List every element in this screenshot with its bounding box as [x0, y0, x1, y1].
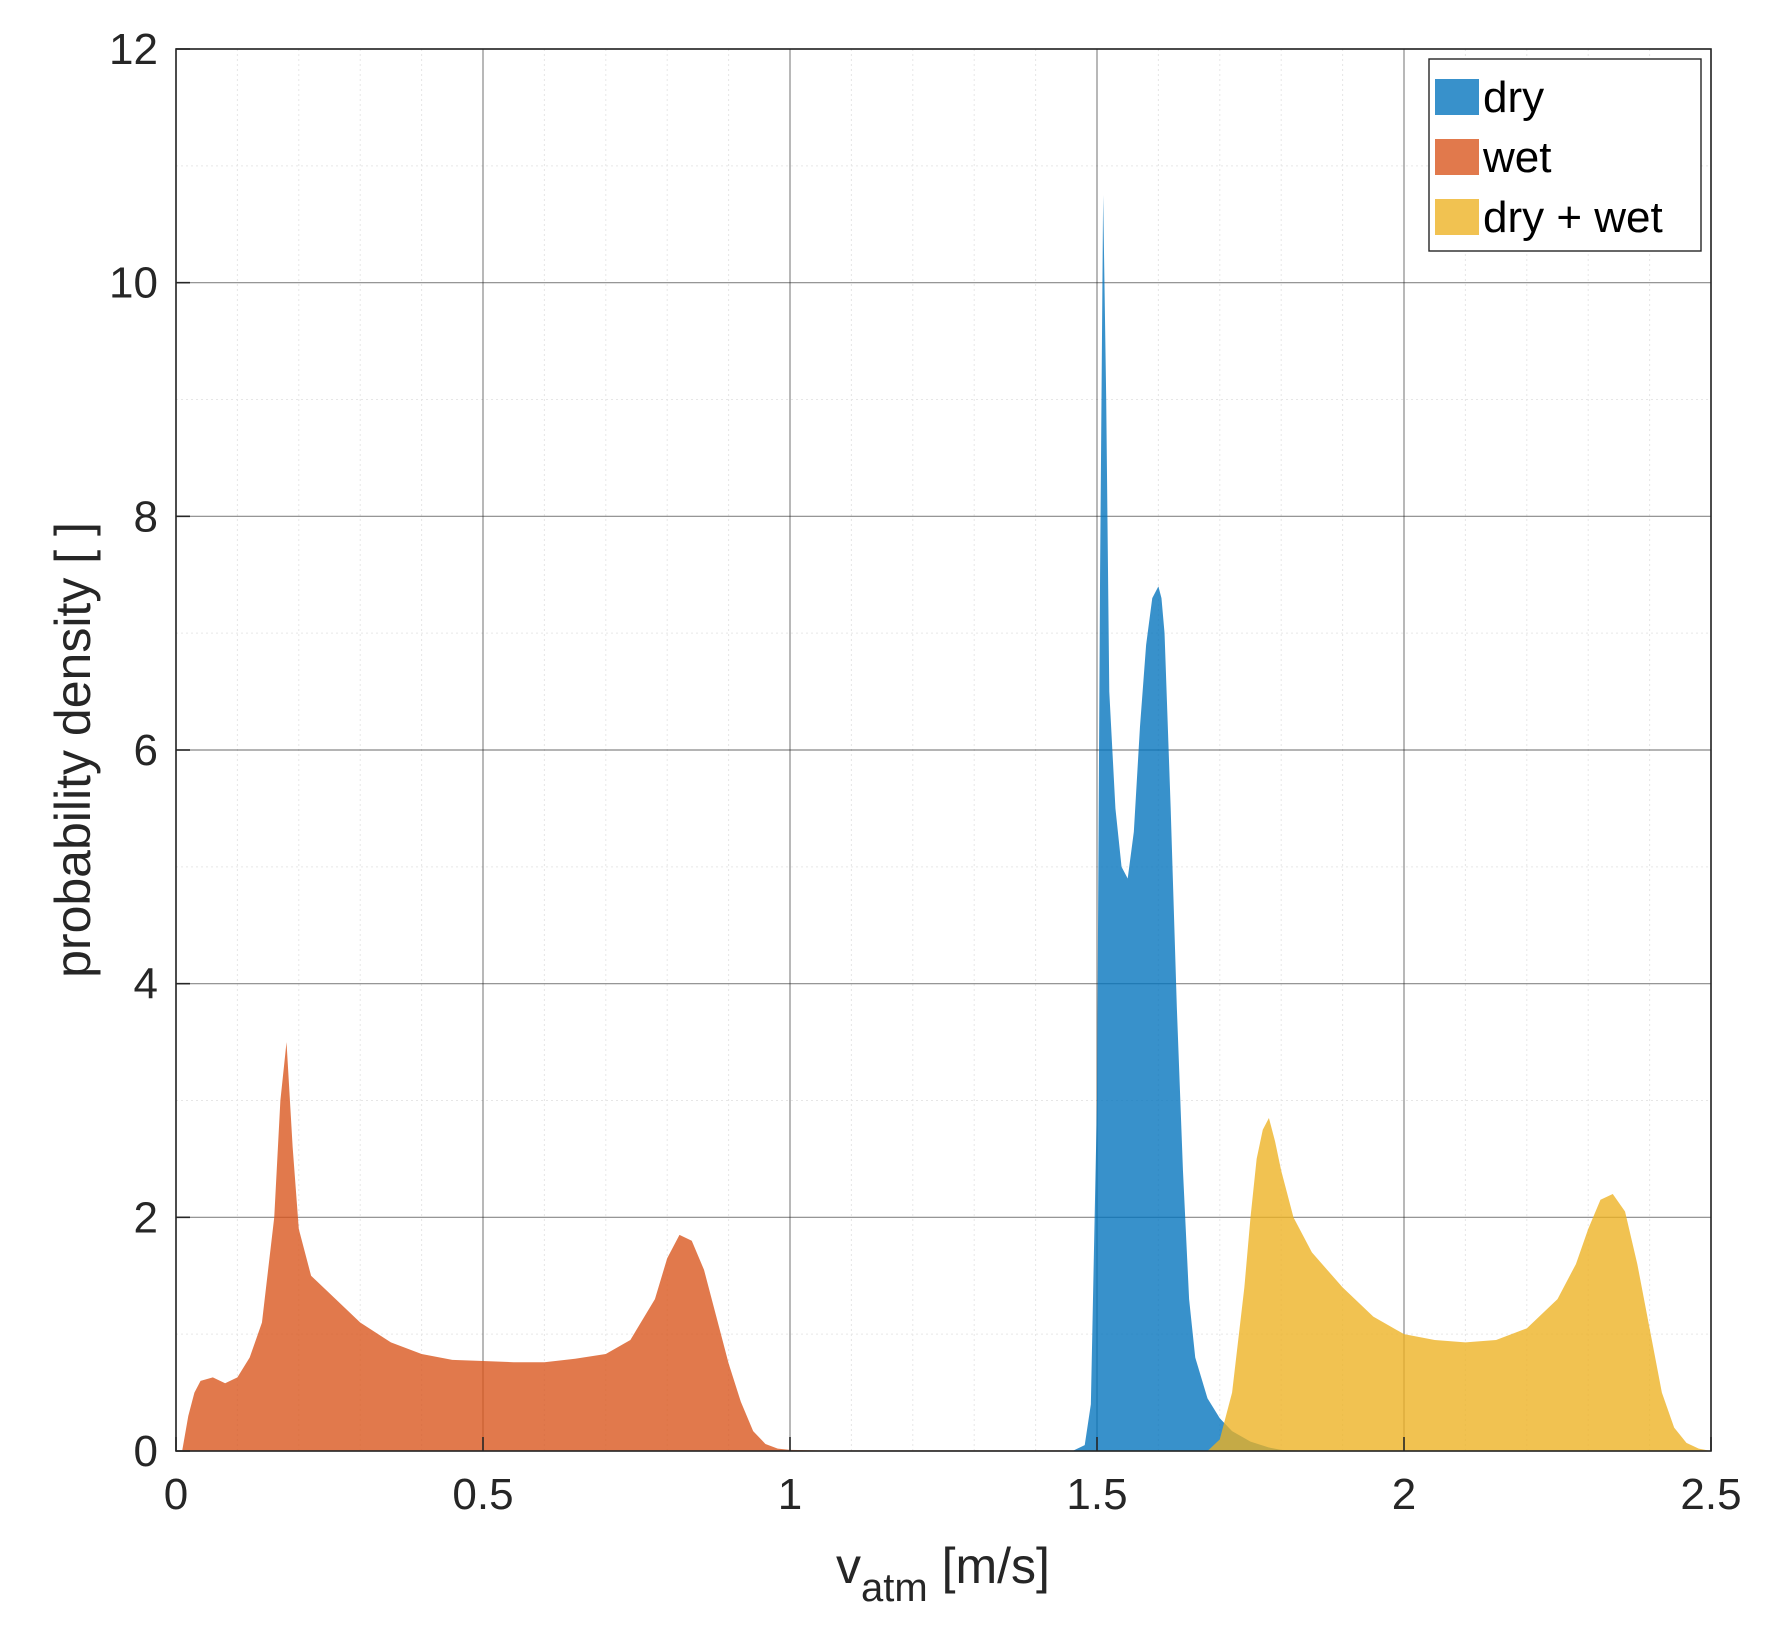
y-tick-label: 4: [134, 960, 158, 1009]
y-tick-label: 10: [109, 259, 158, 308]
x-tick-label: 0: [164, 1470, 188, 1519]
y-tick-label: 8: [134, 492, 158, 541]
series-area-dry-wet: [1207, 1118, 1711, 1451]
series-layer: [182, 195, 1711, 1452]
x-axis-title-subscript: atm: [861, 1566, 928, 1610]
y-tick-label: 12: [109, 25, 158, 74]
x-tick-label: 2.5: [1680, 1470, 1741, 1519]
legend-swatch: [1435, 139, 1479, 175]
series-area-wet: [182, 1042, 1097, 1451]
x-axis-title-suffix: [m/s]: [928, 1538, 1050, 1594]
legend-label: dry + wet: [1483, 193, 1663, 242]
y-tick-label: 6: [134, 726, 158, 775]
legend-label: dry: [1483, 73, 1544, 122]
x-axis: 0 0.5 1 1.5 2 2.5: [164, 1437, 1742, 1519]
series-area-dry: [1072, 195, 1312, 1452]
legend-label: wet: [1482, 133, 1551, 182]
y-tick-label: 0: [134, 1427, 158, 1476]
y-axis: 0 2 4 6 8 10 12: [109, 25, 190, 1476]
x-tick-label: 0.5: [452, 1470, 513, 1519]
legend-swatch: [1435, 199, 1479, 235]
legend[interactable]: dry wet dry + wet: [1428, 58, 1702, 252]
x-axis-title: vatm [m/s]: [836, 1538, 1050, 1610]
x-tick-label: 1.5: [1066, 1470, 1127, 1519]
x-tick-label: 1: [778, 1470, 802, 1519]
y-axis-title: probability density [ ]: [45, 522, 101, 978]
y-tick-label: 2: [134, 1193, 158, 1242]
x-axis-title-main: v: [836, 1538, 861, 1594]
legend-swatch: [1435, 79, 1479, 115]
x-tick-label: 2: [1392, 1470, 1416, 1519]
